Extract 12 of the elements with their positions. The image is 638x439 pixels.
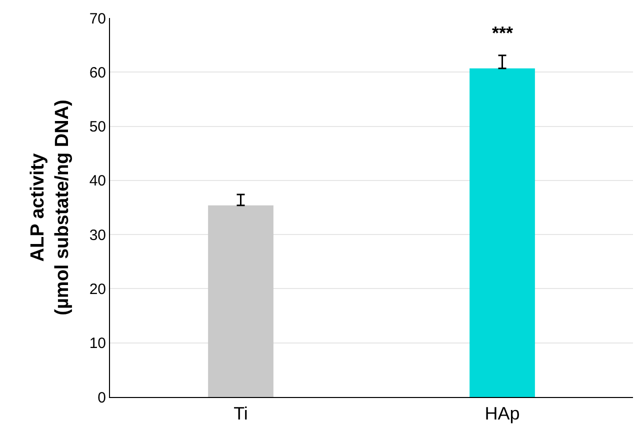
- y-tick-label: 0: [98, 389, 106, 406]
- y-tick-label: 30: [89, 226, 106, 244]
- y-tick-label: 20: [89, 280, 106, 298]
- y-tick-label: 70: [89, 10, 106, 28]
- x-tick-label: HAp: [484, 404, 520, 424]
- y-tick-label: 10: [89, 335, 106, 352]
- y-tick-label: 40: [89, 172, 106, 190]
- y-axis-title: ALP activity (µmol substate/ng DNA): [27, 100, 74, 316]
- x-tick-label: Ti: [234, 404, 248, 424]
- y-tick-label: 50: [89, 118, 106, 136]
- annotation: ***: [492, 23, 514, 43]
- y-tick-label: 60: [89, 64, 106, 82]
